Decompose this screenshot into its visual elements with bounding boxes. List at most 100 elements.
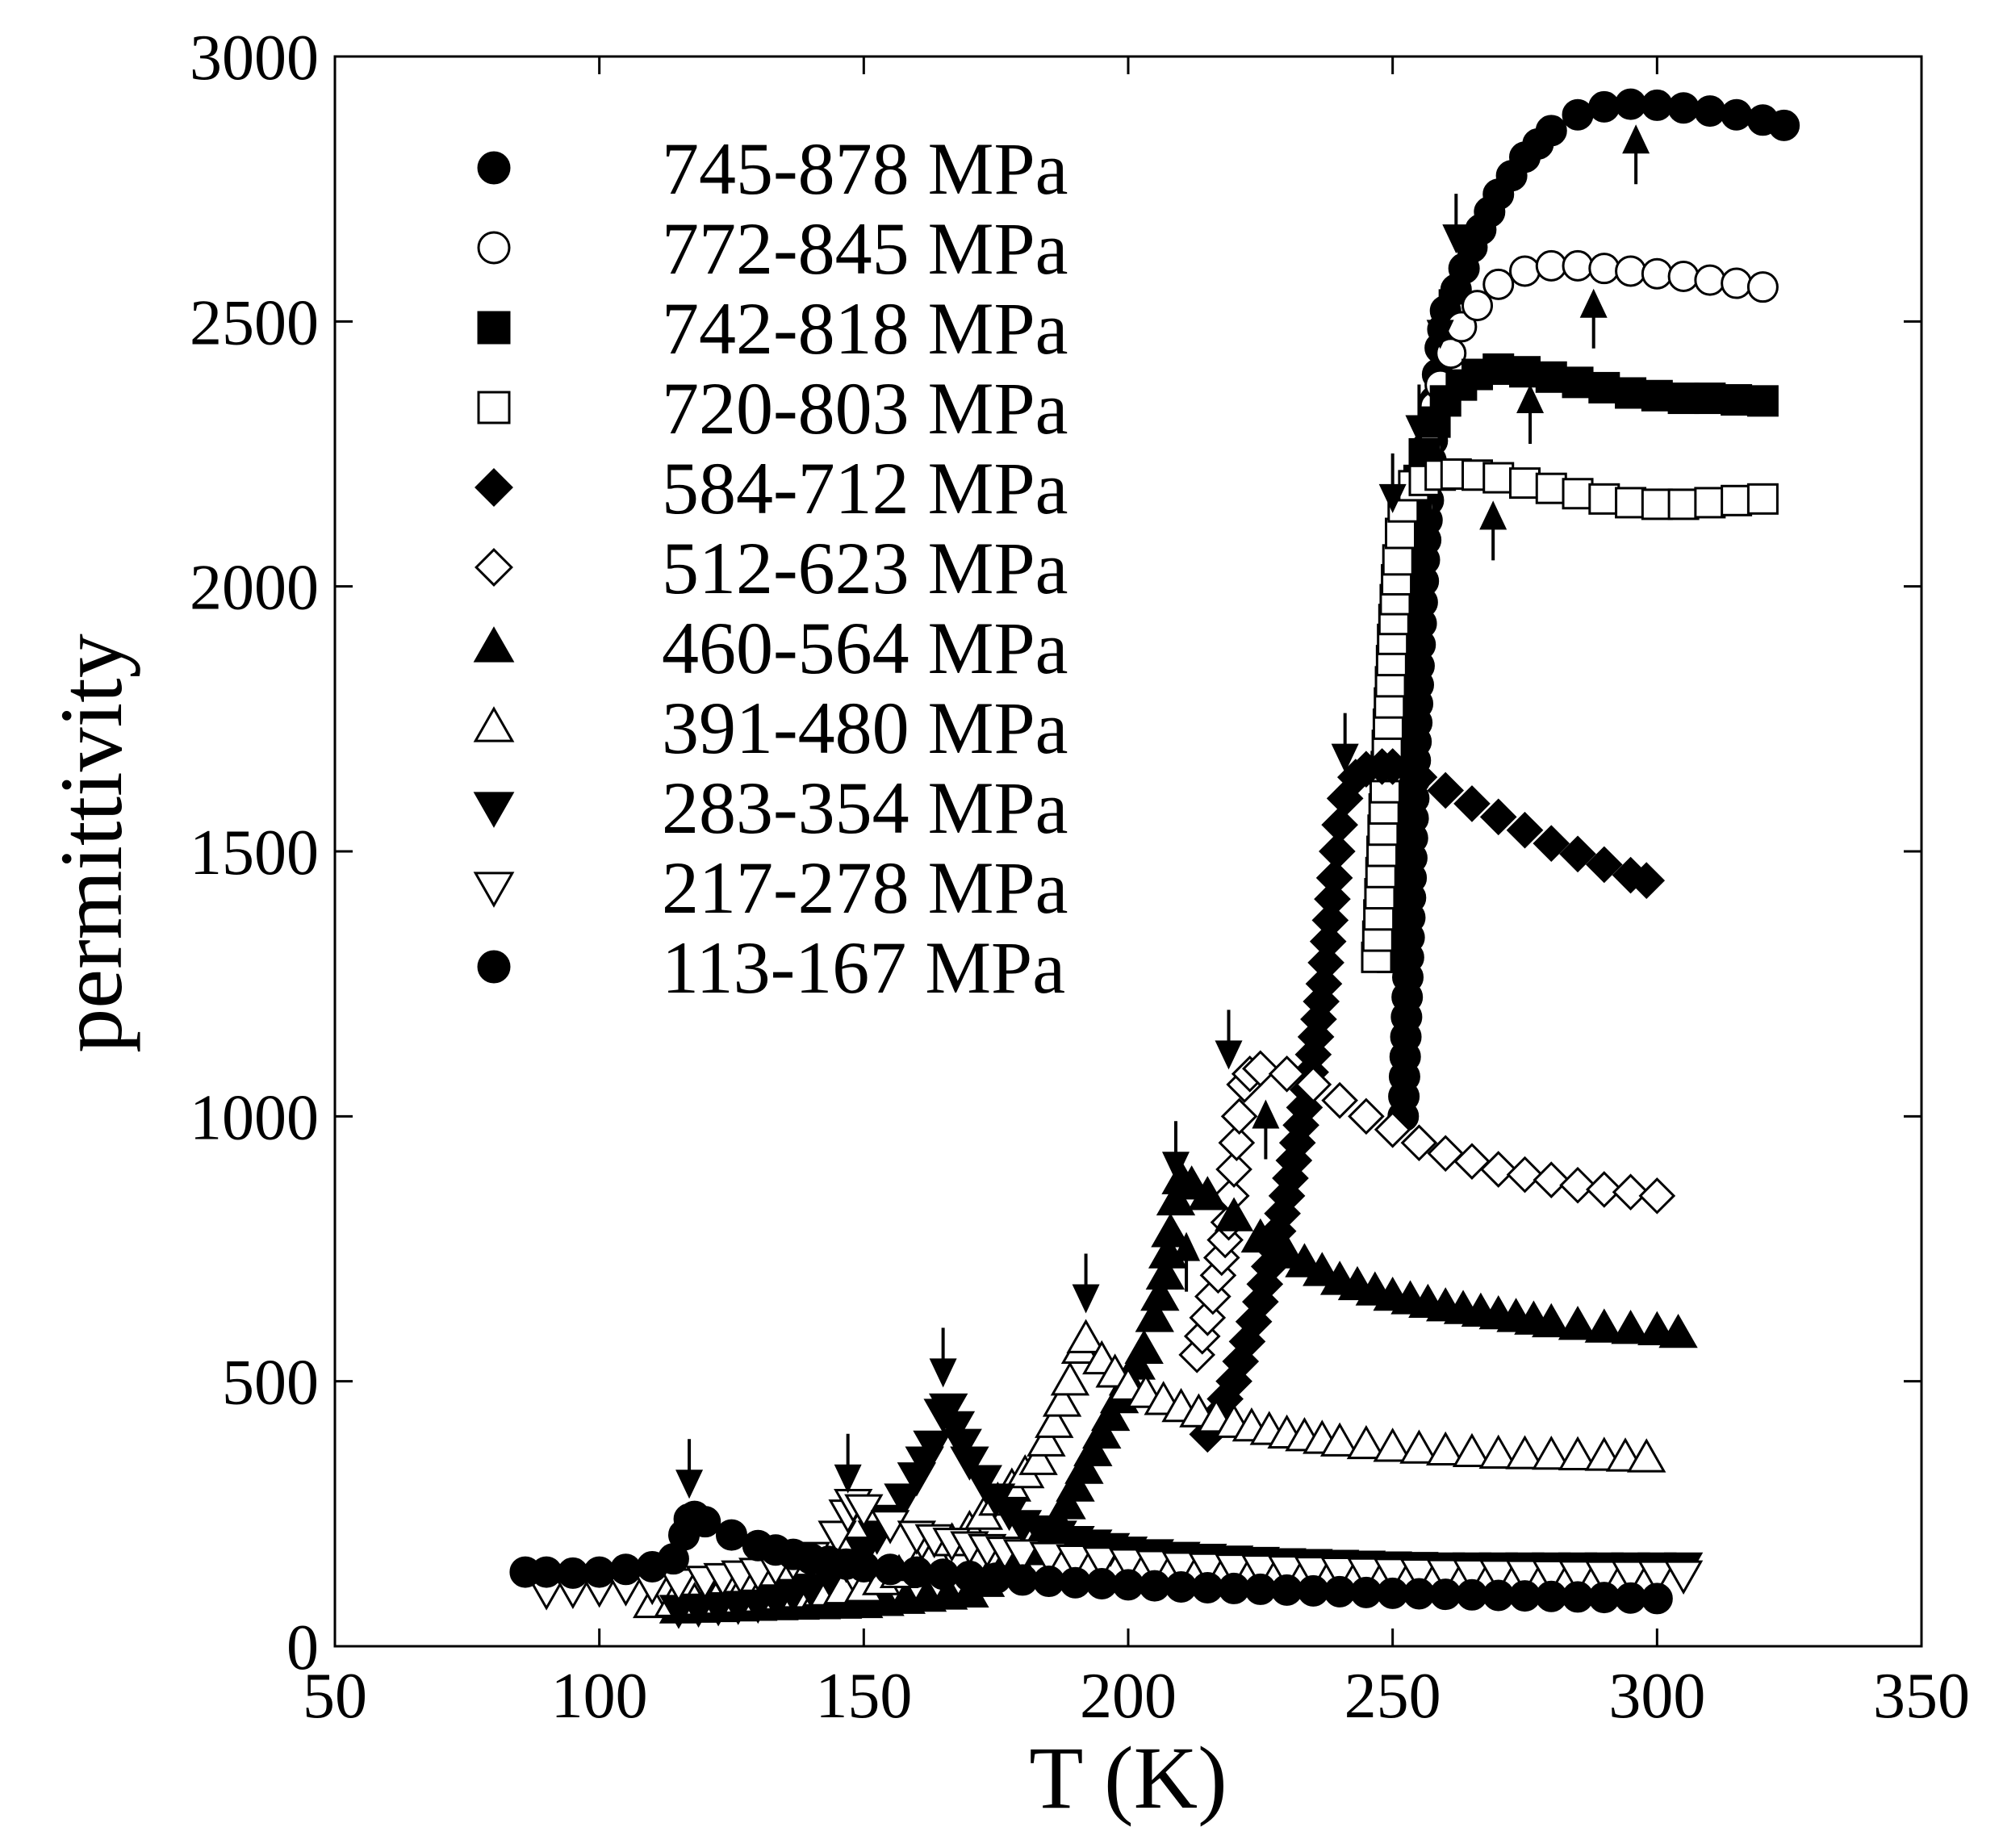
legend-item: 772-845 MPa	[477, 207, 1068, 290]
data-point	[1667, 92, 1700, 124]
x-tick-label: 100	[551, 1661, 648, 1732]
data-point	[1429, 1578, 1461, 1611]
arrow-down-icon	[1405, 384, 1433, 445]
data-point	[1348, 1098, 1385, 1135]
data-point	[953, 1560, 985, 1592]
legend-label: 391-480 MPa	[662, 687, 1068, 769]
axis-ticks	[333, 55, 1923, 1648]
y-tick-label: 500	[222, 1348, 319, 1419]
data-point	[1165, 1570, 1198, 1603]
data-point	[1399, 1429, 1439, 1464]
data-point	[1694, 383, 1726, 415]
series-584-712-mpa	[1189, 748, 1666, 1453]
data-point	[1135, 1549, 1174, 1584]
data-point	[1112, 1569, 1144, 1601]
data-point	[1641, 89, 1673, 121]
data-point	[530, 1556, 562, 1588]
legend-item: 391-480 MPa	[473, 687, 1068, 769]
data-point	[1721, 98, 1753, 131]
data-point	[716, 1519, 747, 1551]
series-745-878-mpa	[1387, 88, 1800, 1132]
data-point	[1400, 1124, 1438, 1161]
y-tick-label: 1500	[190, 817, 319, 888]
data-point	[1214, 1553, 1254, 1588]
data-point	[1220, 1098, 1258, 1135]
data-point	[1323, 1575, 1356, 1608]
x-tick-label: 250	[1344, 1661, 1441, 1732]
data-point	[1240, 1218, 1281, 1253]
data-point	[1271, 1574, 1303, 1606]
data-point	[1311, 901, 1349, 939]
data-point	[1135, 1298, 1174, 1332]
data-point	[1588, 1582, 1620, 1614]
data-point	[1509, 356, 1541, 388]
legend-item: 460-564 MPa	[473, 607, 1068, 689]
data-point	[1377, 1577, 1409, 1609]
data-point	[980, 1562, 1012, 1595]
data-point	[1533, 1161, 1570, 1198]
data-point	[1073, 1432, 1113, 1466]
arrow-down-icon	[675, 1439, 704, 1499]
arrow-up-icon	[1622, 124, 1650, 185]
data-point	[1047, 1485, 1086, 1520]
data-point	[1663, 1560, 1704, 1595]
data-point	[1246, 1265, 1284, 1303]
data-point	[1426, 1558, 1466, 1594]
data-point	[1319, 833, 1356, 870]
legend-label: 460-564 MPa	[662, 607, 1068, 689]
data-point	[1319, 1422, 1360, 1457]
data-point	[1242, 1050, 1279, 1088]
legend-item: 217-278 MPa	[473, 847, 1068, 929]
data-point	[1585, 846, 1623, 884]
data-point	[1658, 1313, 1698, 1348]
data-point	[935, 1411, 976, 1446]
data-point	[1309, 922, 1347, 960]
x-tick-label: 150	[815, 1661, 912, 1732]
data-point	[1509, 255, 1541, 287]
data-point	[1085, 1568, 1118, 1600]
data-point	[1189, 1299, 1227, 1336]
data-point	[1585, 1171, 1623, 1208]
data-point	[1244, 1573, 1277, 1605]
data-point	[1178, 1336, 1216, 1373]
data-point	[1479, 1151, 1517, 1188]
data-point	[1532, 1559, 1571, 1595]
data-point	[1188, 1552, 1227, 1587]
data-point	[609, 1553, 642, 1586]
data-point	[1384, 517, 1416, 550]
data-point	[1215, 1151, 1252, 1188]
data-point	[1482, 268, 1515, 300]
legend-label: 745-878 MPa	[662, 128, 1068, 210]
arrow-down-icon	[1442, 194, 1470, 254]
axis-tick-labels: 50 100 150 200 250 300 350 0 500 1000 1500 2000 2500…	[190, 23, 1970, 1732]
data-point	[1482, 462, 1515, 494]
data-point	[1064, 1449, 1104, 1484]
data-point	[1588, 371, 1620, 403]
data-point	[1082, 1546, 1122, 1581]
data-point	[870, 1510, 910, 1545]
data-point	[1018, 1440, 1058, 1475]
data-point	[1452, 1559, 1492, 1594]
data-point	[1403, 1578, 1435, 1610]
legend-item: 742-818 MPa	[477, 287, 1068, 370]
data-point	[1259, 1212, 1297, 1250]
data-point	[1240, 1554, 1281, 1589]
data-point	[1562, 98, 1594, 131]
data-point	[1641, 488, 1673, 521]
data-point	[1029, 1541, 1068, 1576]
data-point	[884, 1483, 923, 1518]
data-point	[1214, 1197, 1254, 1231]
data-point	[1559, 835, 1596, 873]
data-point	[1667, 488, 1700, 521]
data-point	[1479, 798, 1517, 836]
legend-label: 720-803 MPa	[662, 367, 1068, 449]
data-point	[1042, 1382, 1082, 1417]
data-point	[847, 1551, 880, 1583]
series-512-623-mpa	[1178, 1050, 1676, 1373]
x-tick-label: 50	[303, 1661, 367, 1732]
data-point	[1478, 1434, 1518, 1469]
data-point	[1108, 1548, 1148, 1583]
data-point	[1272, 1160, 1309, 1197]
